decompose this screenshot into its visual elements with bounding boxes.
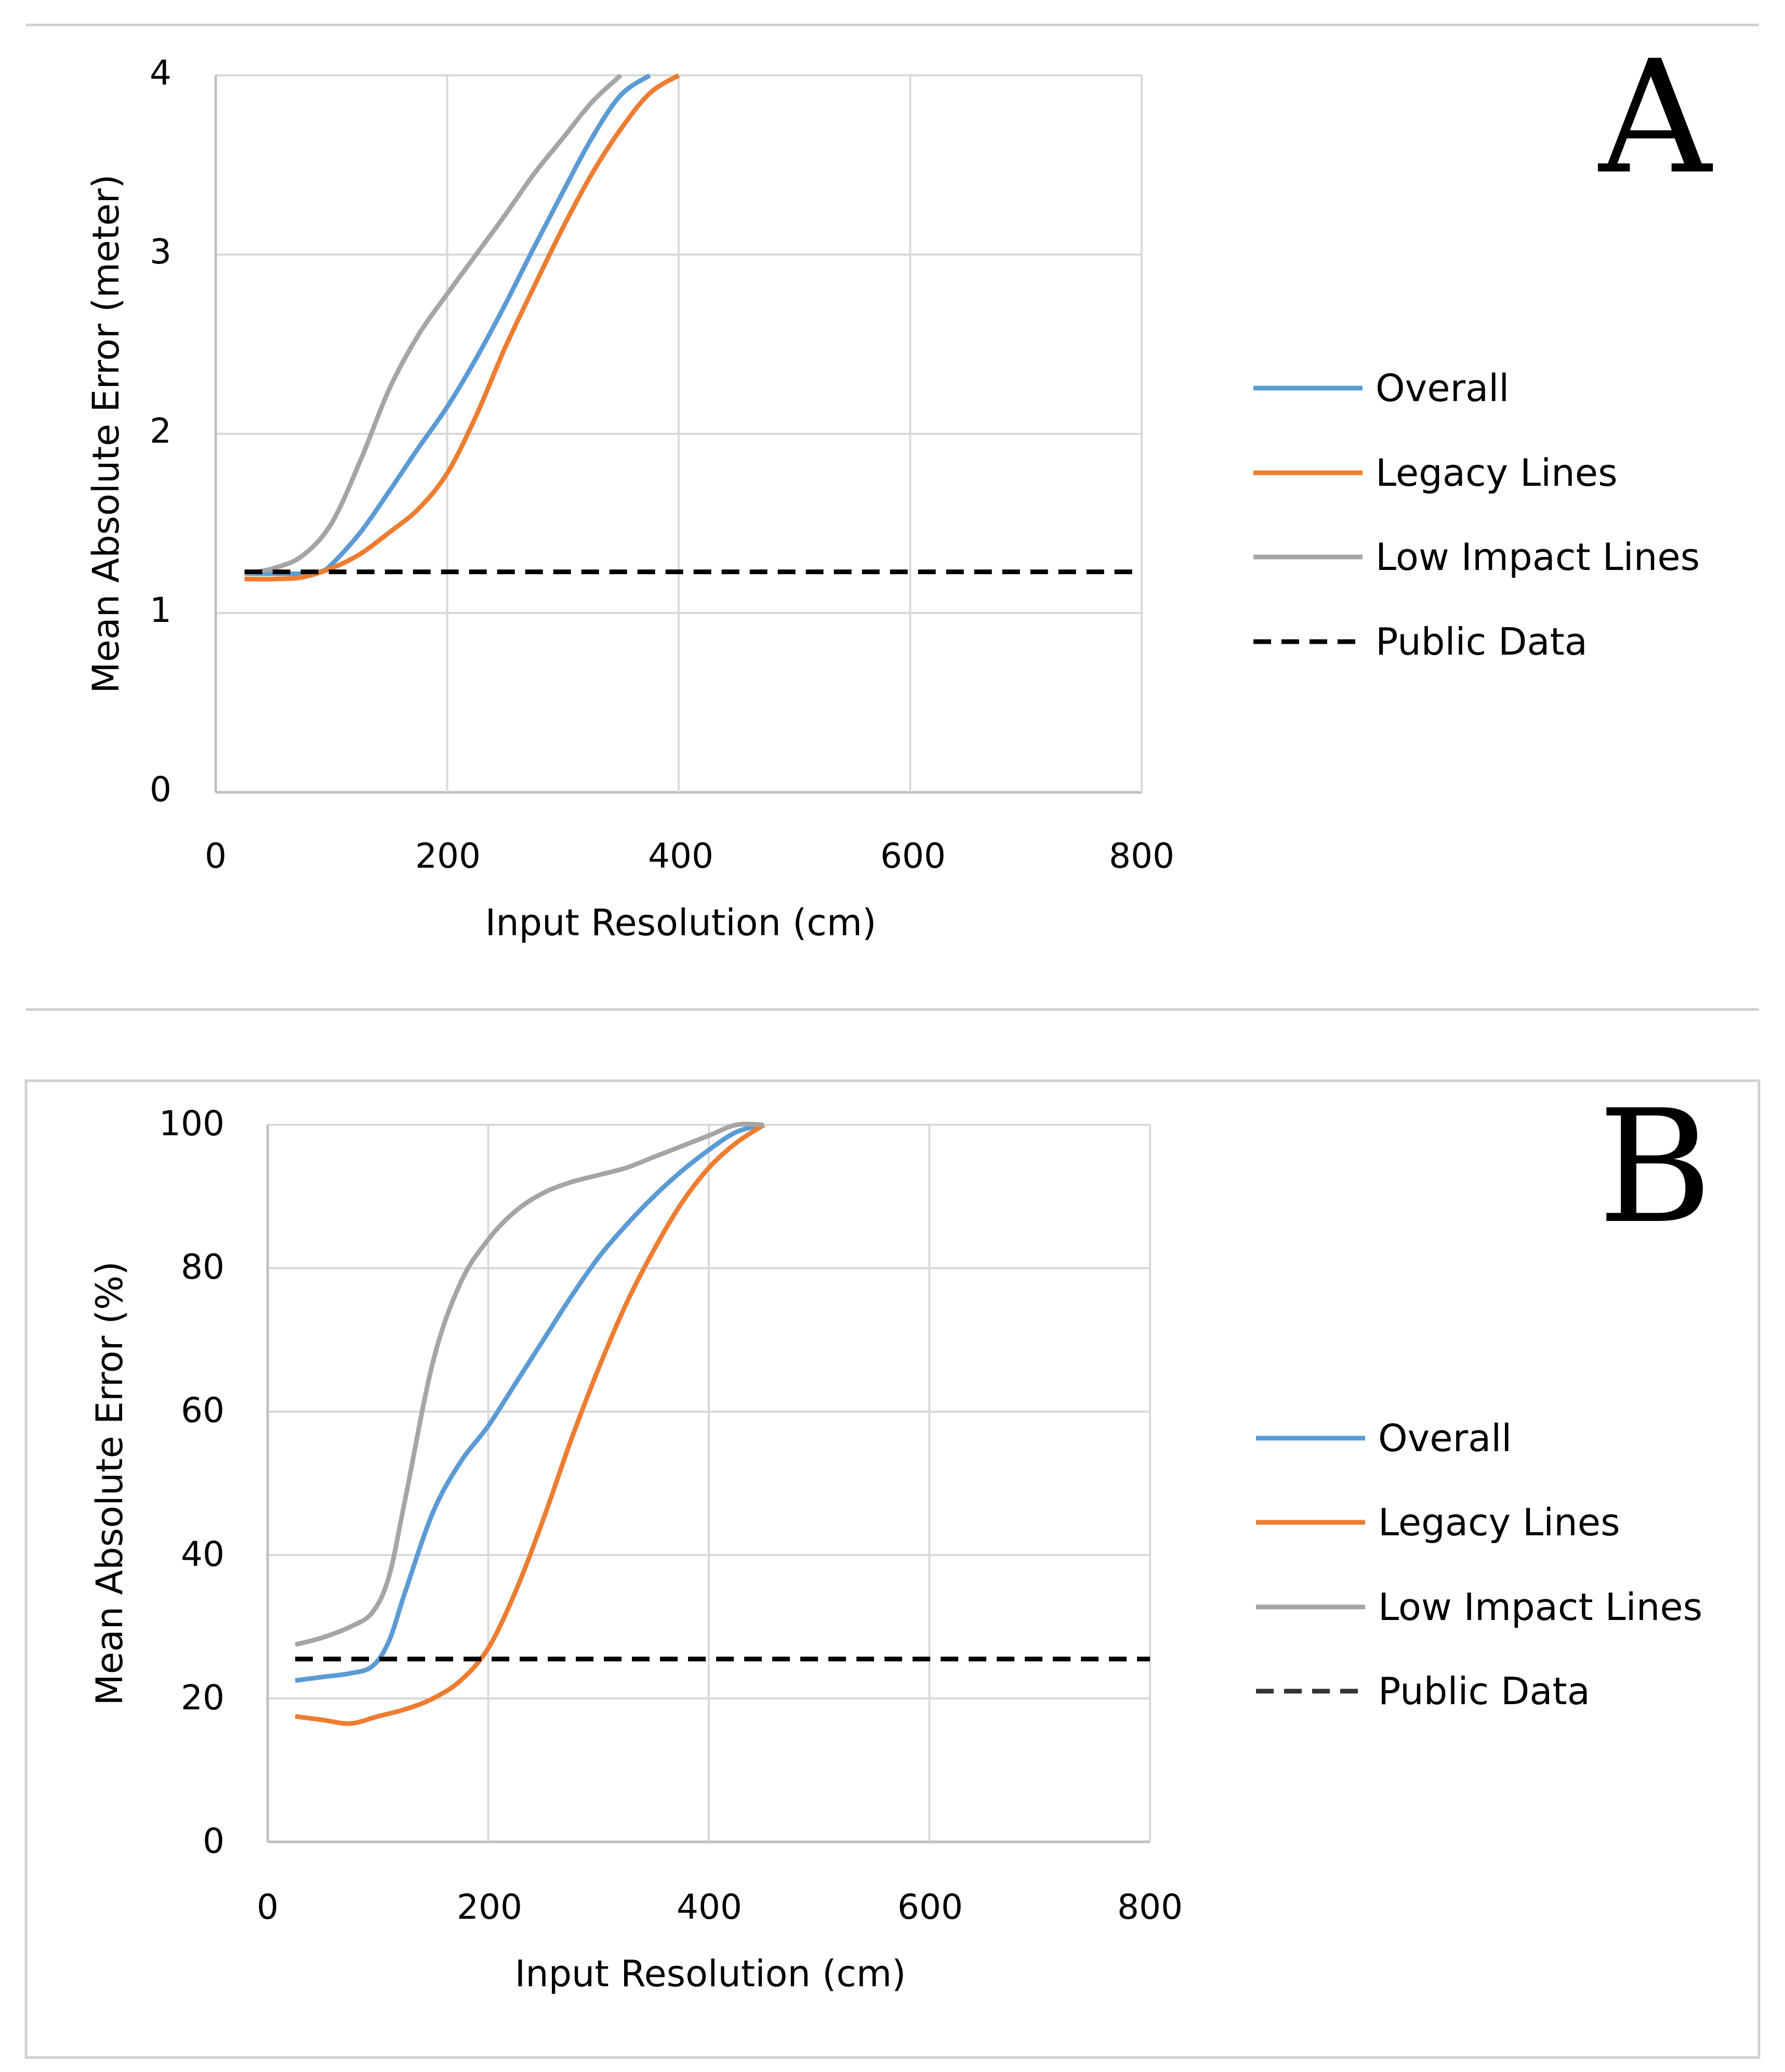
panel-b-ytick-3: 60 <box>181 1390 224 1430</box>
panel-a-series <box>244 73 1142 582</box>
panel-a-xtick-2: 400 <box>648 836 713 876</box>
panel-b-xtick-1: 200 <box>457 1887 522 1927</box>
panel-a-series-low-impact-lines <box>244 73 623 576</box>
panel-b-xaxis-title: Input Resolution (cm) <box>515 1953 906 1995</box>
panel-b-legend: Overall Legacy Lines Low Impact Lines Pu… <box>1256 1416 1702 1713</box>
legend-label-overall: Overall <box>1378 1416 1512 1460</box>
panel-a-xaxis-title: Input Resolution (cm) <box>485 901 877 944</box>
panel-b-chart: 0 20 40 60 80 100 0 200 400 600 800 Inpu… <box>88 1077 1712 1995</box>
panel-b-ytick-2: 40 <box>181 1534 224 1574</box>
panel-a-xtick-0: 0 <box>205 836 227 876</box>
panel-a-legend: Overall Legacy Lines Low Impact Lines Pu… <box>1253 366 1700 663</box>
panel-b-xtick-3: 600 <box>897 1887 963 1927</box>
panel-a-series-legacy-lines <box>244 73 680 582</box>
panel-b-gridlines <box>266 1124 1151 1843</box>
panel-b-series <box>294 1121 1150 1726</box>
panel-a-xtick-4: 800 <box>1109 836 1174 876</box>
panel-a-letter: A <box>1596 27 1713 208</box>
panel-a-gridlines <box>214 74 1143 794</box>
legend-label-low-impact-lines: Low Impact Lines <box>1376 535 1700 579</box>
legend-label-public-data: Public Data <box>1376 620 1588 663</box>
panel-a-xtick-3: 600 <box>880 836 946 876</box>
panel-b-series-low-impact-lines <box>294 1121 764 1647</box>
panel-a-ytick-2: 2 <box>150 411 171 451</box>
panel-a-ytick-1: 1 <box>150 590 171 630</box>
legend-label-legacy-lines: Legacy Lines <box>1376 451 1618 495</box>
panel-a-ytick-3: 3 <box>150 232 171 272</box>
panel-b-ytick-0: 0 <box>203 1821 224 1861</box>
panel-a-chart: 0 1 2 3 4 0 200 400 600 800 Input Resolu… <box>85 27 1713 944</box>
panel-b-xtick-2: 400 <box>677 1887 742 1927</box>
panel-b-series-overall <box>295 1122 765 1683</box>
panel-b-letter: B <box>1598 1077 1712 1258</box>
legend-label-legacy-lines: Legacy Lines <box>1378 1500 1620 1544</box>
panel-b-xtick-0: 0 <box>257 1887 279 1927</box>
panel-b-series-legacy-lines <box>295 1123 765 1726</box>
panel-b-ytick-1: 20 <box>181 1678 224 1718</box>
panel-a-ytick-4: 4 <box>150 53 171 93</box>
panel-b-ytick-5: 100 <box>159 1104 224 1144</box>
panel-b-xtick-4: 800 <box>1117 1887 1183 1927</box>
panel-a-yaxis-title: Mean Absolute Error (meter) <box>85 174 127 693</box>
legend-label-public-data: Public Data <box>1378 1669 1590 1713</box>
panel-a-xtick-1: 200 <box>415 836 481 876</box>
panel-b-yaxis-title: Mean Absolute Error (%) <box>88 1261 131 1705</box>
panel-b-ytick-4: 80 <box>181 1247 224 1287</box>
panel-a-ytick-0: 0 <box>150 769 171 809</box>
legend-label-overall: Overall <box>1376 366 1509 410</box>
legend-label-low-impact-lines: Low Impact Lines <box>1378 1585 1702 1629</box>
panel-b-frame <box>24 1079 1761 2059</box>
